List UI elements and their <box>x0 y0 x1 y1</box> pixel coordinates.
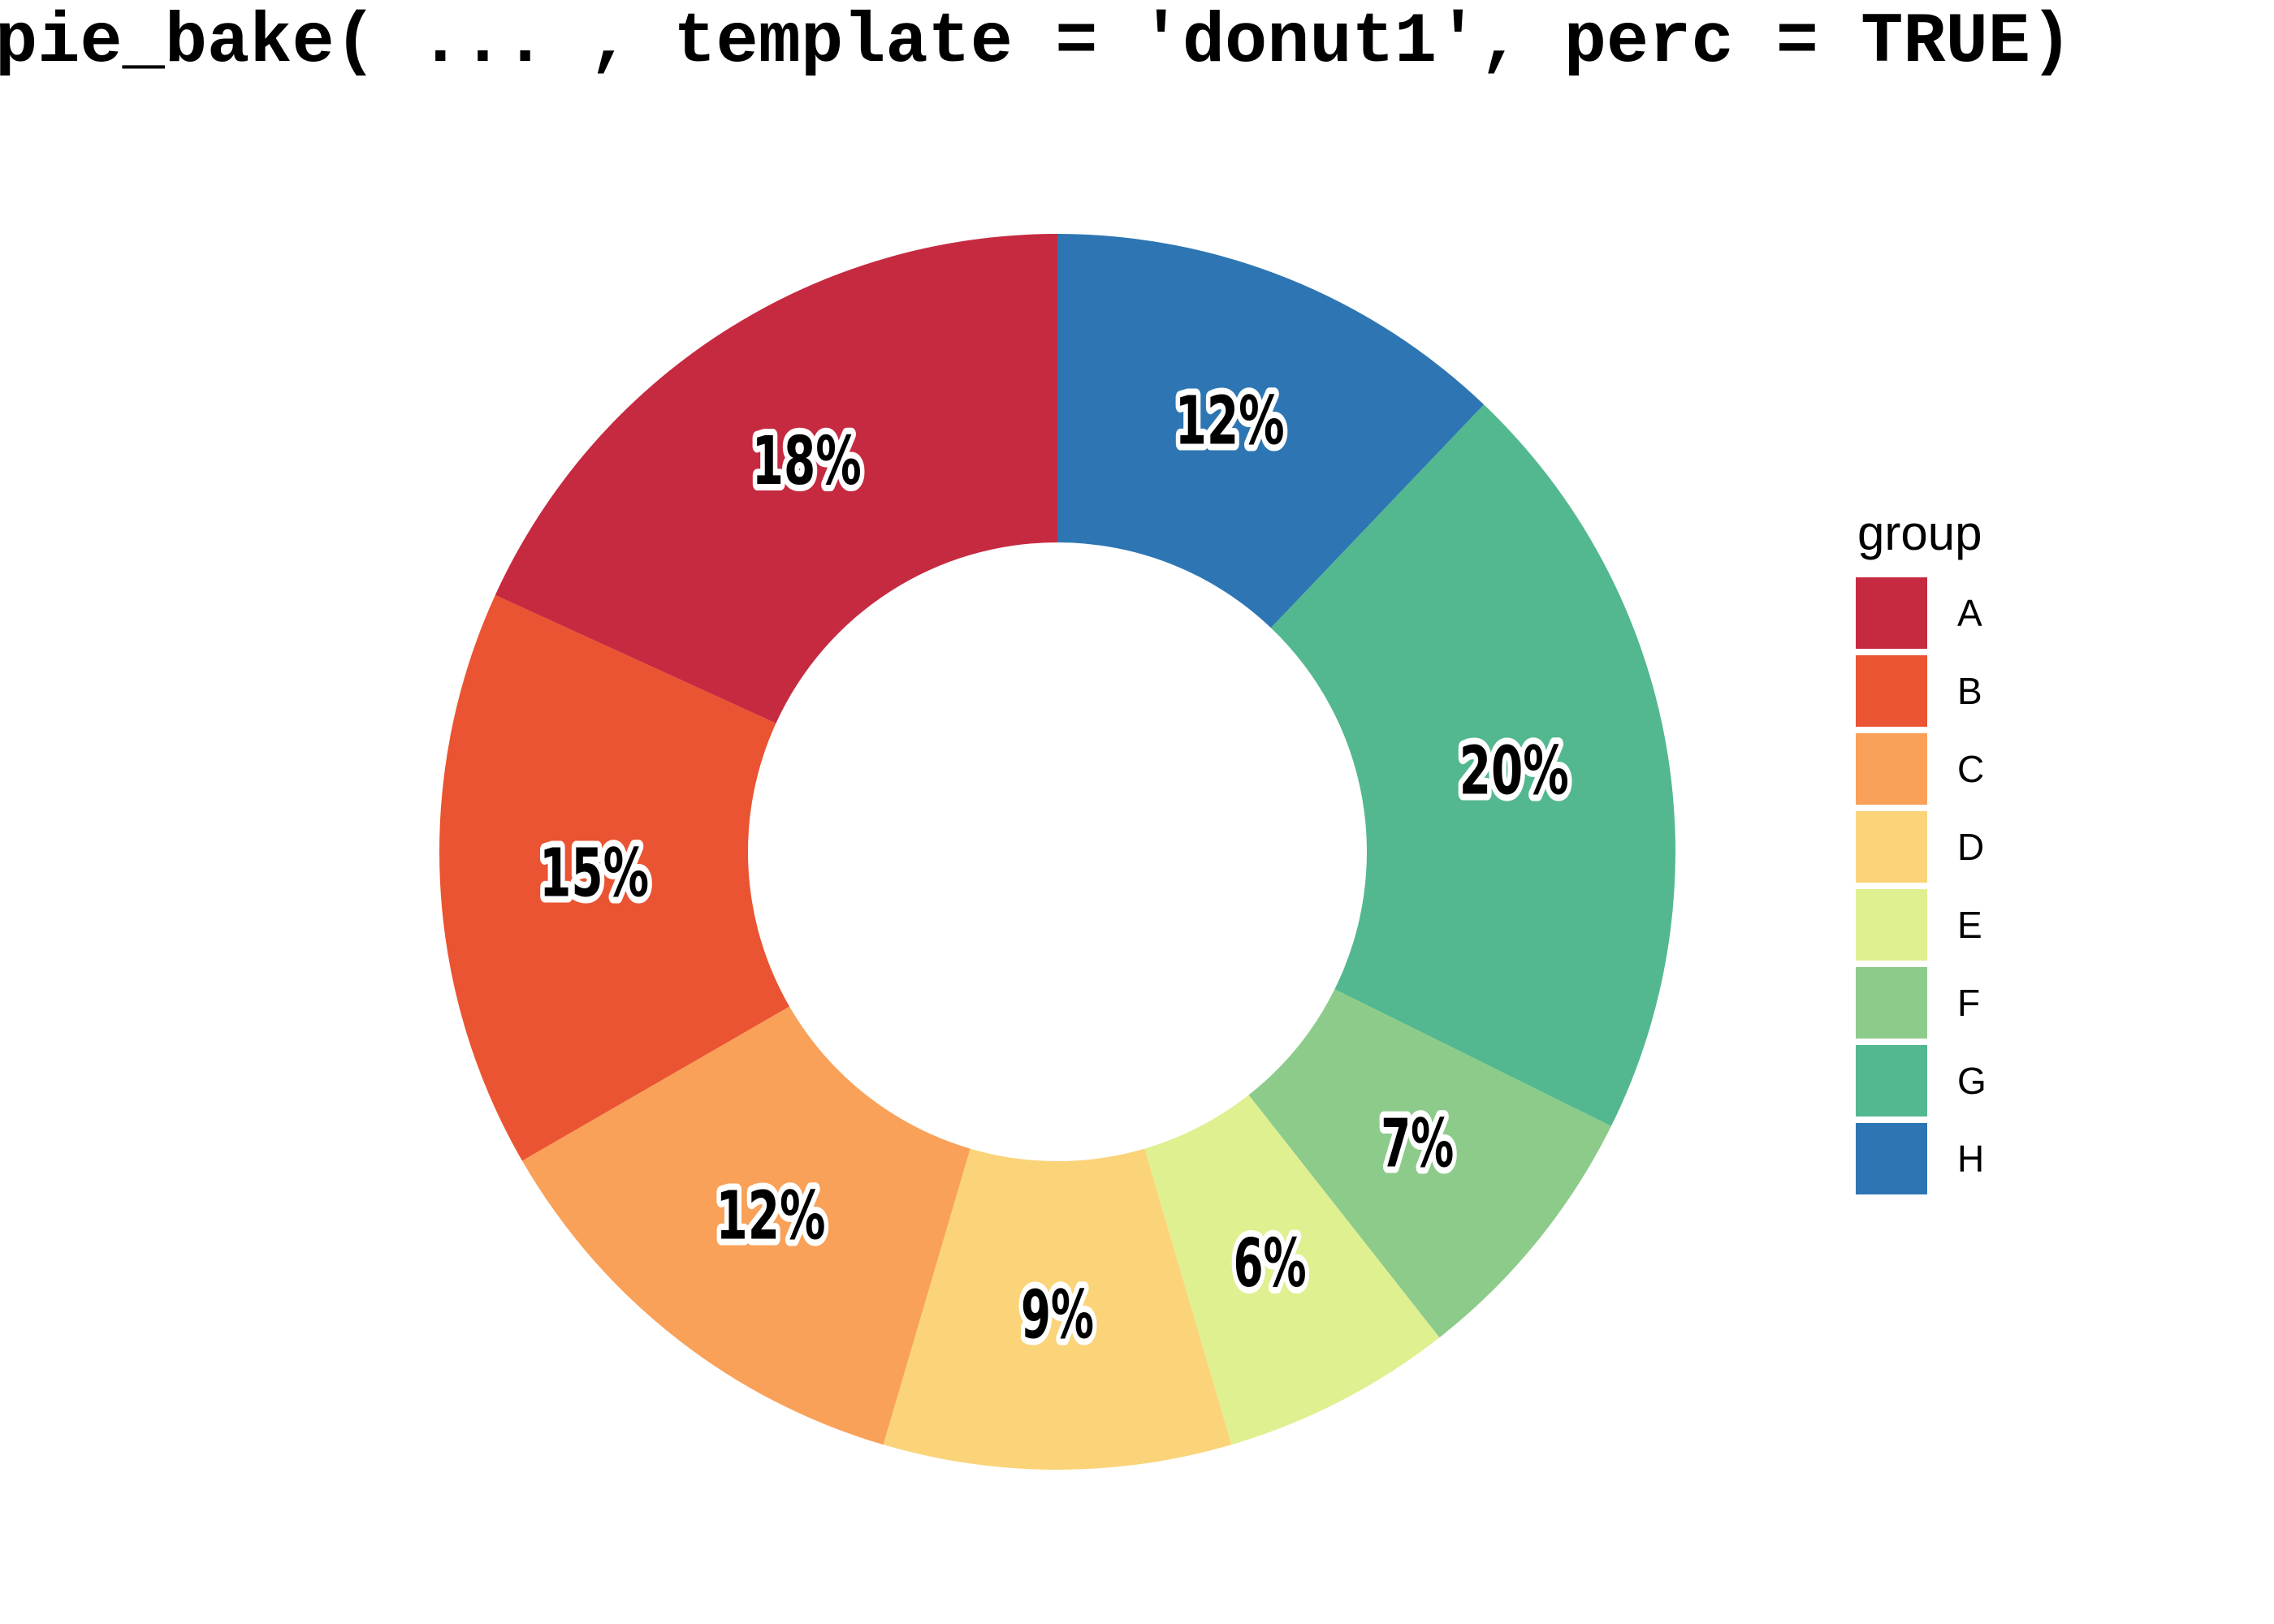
legend-item-label: F <box>1957 982 1981 1024</box>
donut-segment-G <box>1270 404 1675 1126</box>
legend-item-H: H <box>1856 1123 1987 1194</box>
segment-label-D: 9% <box>1021 1277 1094 1354</box>
legend-item-label: H <box>1957 1138 1985 1180</box>
donut-segment-D <box>883 1148 1232 1470</box>
legend-item-label: C <box>1957 748 1985 790</box>
legend-swatch-D <box>1856 811 1927 883</box>
donut-segment-F <box>1248 989 1611 1338</box>
donut-segment-E <box>1144 1095 1440 1445</box>
legend-item-G: G <box>1856 1045 1987 1116</box>
legend-swatch-F <box>1856 967 1927 1039</box>
segment-label-E: 6% <box>1234 1225 1307 1302</box>
legend-title: group <box>1857 506 1982 560</box>
plot-title: pie_bake( ... , template = 'donut1', per… <box>0 3 2073 83</box>
donut-segment-B <box>439 594 790 1161</box>
segment-label-C: 12% <box>716 1177 826 1255</box>
donut-segment-H <box>1057 234 1485 628</box>
segment-label-H: 12% <box>1175 382 1285 460</box>
segment-label-B: 15% <box>539 836 649 913</box>
legend-item-label: B <box>1957 670 1982 712</box>
legend-item-label: A <box>1957 592 1982 634</box>
legend-item-B: B <box>1856 655 1987 727</box>
donut-segment-A <box>495 234 1057 723</box>
legend-item-label: E <box>1957 904 1982 946</box>
legend-item-F: F <box>1856 967 1987 1039</box>
segment-label-A: 18% <box>752 423 862 500</box>
legend-swatch-H <box>1856 1123 1927 1194</box>
legend-swatch-C <box>1856 733 1927 805</box>
legend-item-C: C <box>1856 733 1987 805</box>
legend-item-label: D <box>1957 826 1985 868</box>
segment-label-F: 7% <box>1381 1106 1454 1183</box>
legend-item-A: A <box>1856 577 1987 649</box>
legend-swatch-A <box>1856 577 1927 649</box>
donut-segment-C <box>521 1006 971 1445</box>
legend-item-label: G <box>1957 1060 1987 1102</box>
legend-item-D: D <box>1856 811 1987 883</box>
legend-swatch-E <box>1856 889 1927 961</box>
legend-item-E: E <box>1856 889 1987 961</box>
legend-swatch-G <box>1856 1045 1927 1116</box>
legend-swatch-B <box>1856 655 1927 727</box>
segment-label-G: 20% <box>1459 732 1569 810</box>
